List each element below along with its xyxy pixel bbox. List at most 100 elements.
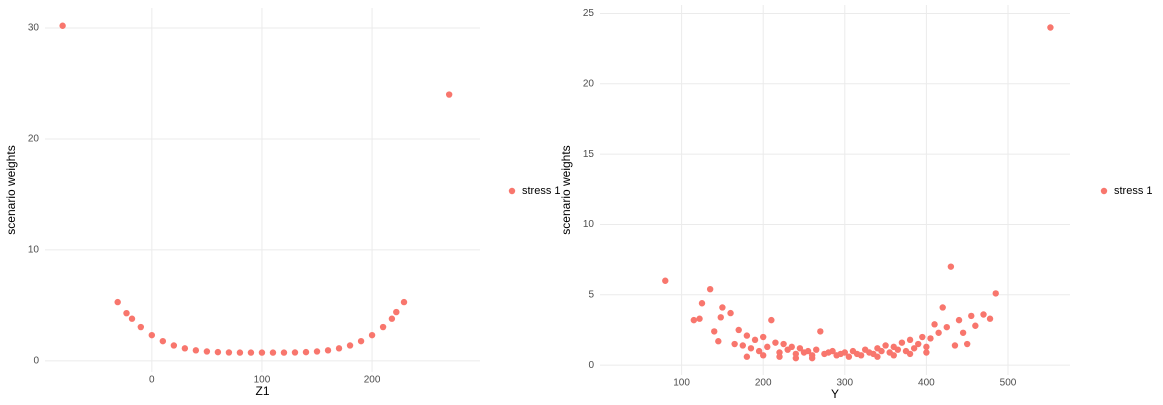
point: [148, 331, 156, 339]
point: [357, 337, 365, 345]
point: [923, 349, 930, 356]
point: [114, 298, 121, 306]
point: [804, 347, 812, 355]
x-axis-label: Z1: [255, 384, 269, 398]
legend-label: stress 1: [1114, 185, 1153, 197]
legend-key: [1100, 187, 1108, 195]
point: [727, 309, 734, 317]
point: [717, 314, 724, 321]
x-tick-label: 500: [1000, 378, 1017, 389]
y-axis-label: scenario weights: [4, 145, 18, 234]
point: [874, 353, 881, 360]
x-tick-label: 400: [918, 378, 935, 389]
point: [968, 312, 975, 320]
point: [214, 348, 222, 356]
point: [203, 348, 211, 355]
point: [715, 338, 722, 345]
point: [943, 323, 950, 331]
point: [743, 332, 751, 339]
point: [772, 339, 779, 346]
point: [225, 349, 233, 356]
point: [906, 350, 914, 358]
y-tick-label: 30: [28, 23, 40, 34]
point: [247, 349, 255, 356]
point: [324, 347, 332, 354]
point: [959, 329, 967, 336]
point: [919, 333, 926, 341]
point: [759, 352, 767, 359]
point: [906, 336, 914, 344]
point: [743, 353, 751, 360]
y-tick-label: 20: [583, 78, 595, 89]
point: [388, 315, 396, 322]
point: [346, 342, 354, 349]
point: [915, 340, 922, 348]
point: [368, 331, 376, 339]
point: [972, 322, 979, 329]
point: [1047, 24, 1054, 31]
point: [764, 343, 771, 351]
point: [445, 91, 453, 98]
point: [939, 304, 946, 311]
point: [751, 336, 759, 344]
x-tick-label: 100: [673, 378, 690, 389]
legend-label: stress 1: [522, 185, 561, 197]
point: [923, 343, 930, 351]
point: [291, 349, 299, 356]
point: [123, 309, 130, 317]
point: [796, 345, 804, 352]
point: [302, 348, 310, 356]
y-tick-label: 25: [583, 8, 595, 19]
point: [845, 353, 853, 360]
point: [927, 335, 934, 342]
point: [269, 349, 277, 356]
point: [731, 340, 738, 348]
point: [735, 326, 742, 334]
point: [280, 349, 288, 356]
y-tick-label: 10: [28, 245, 40, 256]
x-axis-label: Y: [831, 387, 839, 400]
point: [379, 323, 387, 331]
y-tick-label: 20: [28, 134, 40, 145]
y-tick-label: 15: [583, 149, 595, 160]
point: [719, 304, 726, 311]
x-tick-label: 300: [836, 378, 853, 389]
point: [986, 315, 994, 322]
point: [931, 321, 938, 328]
point: [662, 277, 669, 284]
point: [898, 339, 906, 346]
point: [963, 340, 971, 348]
point: [393, 308, 400, 316]
point: [947, 263, 955, 270]
point: [236, 349, 244, 356]
y-tick-label: 0: [588, 360, 594, 371]
point: [706, 285, 714, 293]
point: [170, 342, 178, 349]
point: [829, 347, 836, 355]
point: [759, 333, 767, 341]
y-tick-label: 5: [588, 289, 594, 300]
point: [711, 328, 718, 335]
point: [192, 347, 200, 354]
point: [747, 345, 755, 352]
point: [792, 354, 800, 362]
point: [776, 353, 783, 360]
point: [400, 298, 408, 306]
point: [181, 345, 189, 352]
point: [894, 346, 902, 353]
y-axis-label: scenario weights: [559, 145, 573, 234]
point: [313, 348, 321, 355]
point: [698, 300, 706, 307]
point: [992, 290, 999, 297]
point: [910, 345, 918, 352]
point: [755, 347, 763, 355]
x-tick-label: 200: [755, 378, 772, 389]
point: [690, 316, 698, 324]
point: [696, 315, 703, 322]
y-tick-label: 0: [33, 356, 39, 367]
point: [159, 337, 167, 345]
point: [817, 328, 824, 335]
point: [857, 352, 865, 359]
point: [882, 342, 889, 349]
x-tick-label: 200: [364, 375, 381, 386]
